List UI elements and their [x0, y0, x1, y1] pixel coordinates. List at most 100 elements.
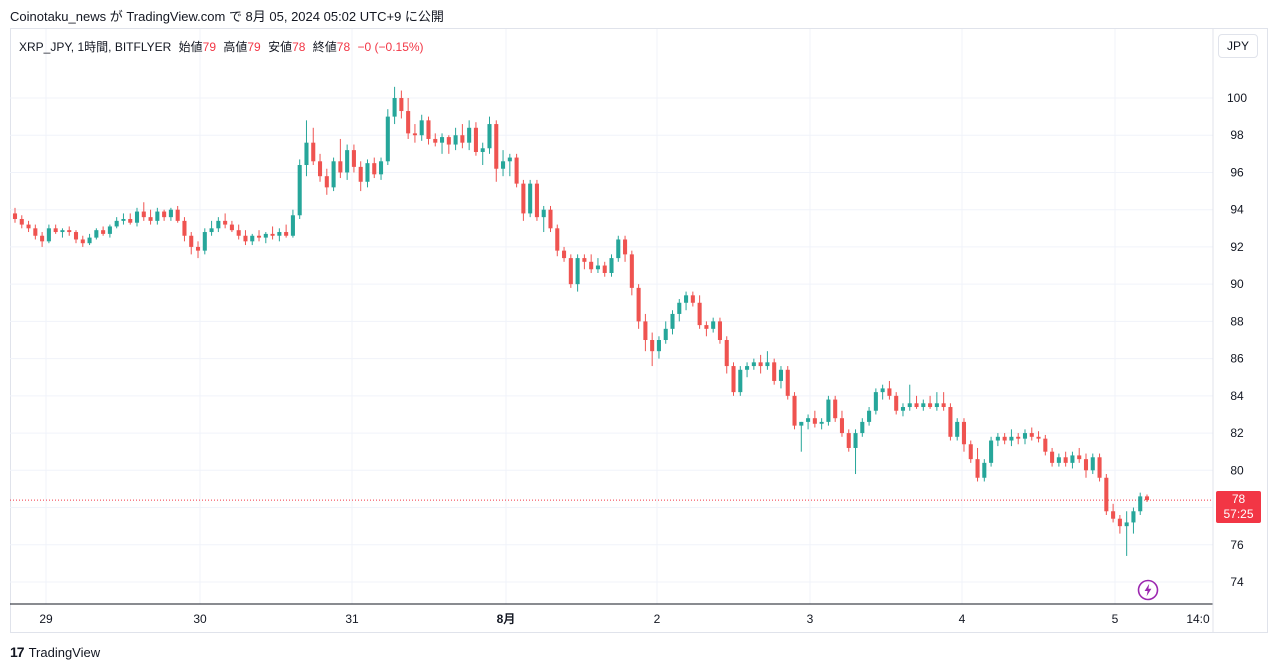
candle[interactable] [453, 127, 458, 151]
candle[interactable] [819, 418, 824, 430]
candle[interactable] [609, 254, 614, 277]
candle[interactable] [216, 217, 221, 233]
candle[interactable] [19, 215, 24, 229]
candle[interactable] [297, 159, 302, 219]
candle[interactable] [1090, 453, 1095, 475]
candle[interactable] [141, 202, 146, 221]
candle[interactable] [785, 366, 790, 400]
candle[interactable] [1009, 429, 1014, 447]
candle[interactable] [128, 213, 133, 225]
candle[interactable] [948, 403, 953, 441]
candle[interactable] [616, 235, 621, 262]
candle[interactable] [467, 120, 472, 151]
candle[interactable] [419, 114, 424, 141]
candle[interactable] [928, 395, 933, 409]
footer-brand[interactable]: TradingView [28, 644, 101, 660]
candle[interactable] [284, 224, 289, 238]
candle[interactable] [134, 207, 140, 227]
candle[interactable] [663, 321, 668, 344]
candle[interactable] [846, 429, 851, 452]
candle[interactable] [1002, 433, 1007, 445]
candle[interactable] [961, 418, 967, 452]
candle[interactable] [67, 226, 72, 236]
candle[interactable] [250, 233, 255, 246]
candle[interactable] [385, 109, 390, 166]
lightning-circle-icon[interactable] [1137, 579, 1159, 601]
candle[interactable] [101, 226, 106, 236]
candle[interactable] [263, 232, 268, 244]
candle[interactable] [1131, 507, 1136, 534]
candle[interactable] [345, 144, 350, 180]
candle[interactable] [406, 98, 411, 139]
candle[interactable] [155, 207, 160, 225]
candle[interactable] [433, 133, 438, 147]
candle[interactable] [589, 254, 594, 273]
candle[interactable] [94, 228, 99, 240]
candle[interactable] [1016, 433, 1021, 445]
candle[interactable] [548, 205, 553, 233]
candle[interactable] [270, 226, 275, 240]
candle[interactable] [792, 392, 797, 430]
candle[interactable] [555, 224, 560, 257]
candle[interactable] [934, 392, 939, 411]
candle[interactable] [812, 410, 817, 428]
candle[interactable] [670, 310, 675, 335]
candle[interactable] [731, 362, 736, 396]
candle[interactable] [494, 120, 499, 182]
candle[interactable] [751, 358, 756, 370]
candle[interactable] [290, 209, 295, 238]
candle[interactable] [229, 220, 234, 233]
candle[interactable] [324, 168, 329, 195]
candle[interactable] [1036, 431, 1041, 443]
candle[interactable] [568, 254, 573, 288]
candle[interactable] [365, 159, 370, 188]
candle[interactable] [1077, 447, 1082, 463]
candle[interactable] [87, 233, 92, 246]
candle[interactable] [440, 133, 445, 154]
candle[interactable] [887, 380, 892, 400]
candle[interactable] [724, 336, 729, 374]
currency-button[interactable]: JPY [1218, 34, 1258, 58]
candle[interactable] [914, 395, 919, 409]
chart-frame[interactable] [10, 28, 1268, 633]
candle[interactable] [46, 224, 51, 244]
candle[interactable] [60, 228, 65, 238]
candle[interactable] [487, 116, 492, 154]
candle[interactable] [40, 232, 45, 247]
candle[interactable] [114, 217, 119, 229]
candle[interactable] [833, 395, 838, 422]
candle[interactable] [717, 317, 722, 344]
candle[interactable] [446, 135, 451, 154]
candle[interactable] [1063, 451, 1068, 467]
candle[interactable] [1104, 474, 1109, 515]
candle[interactable] [860, 418, 865, 437]
candle[interactable] [799, 421, 804, 452]
candle[interactable] [528, 179, 533, 218]
candle[interactable] [656, 336, 661, 359]
candle[interactable] [711, 317, 716, 333]
candles[interactable] [12, 86, 1150, 556]
candle[interactable] [182, 217, 187, 242]
candle[interactable] [399, 90, 404, 119]
candle[interactable] [1050, 447, 1055, 467]
candle[interactable] [1111, 503, 1116, 523]
candle[interactable] [900, 403, 906, 417]
candle[interactable] [643, 313, 648, 352]
candle[interactable] [1022, 429, 1028, 445]
candle[interactable] [873, 388, 878, 415]
candle[interactable] [562, 246, 567, 262]
candle[interactable] [372, 157, 377, 179]
candle[interactable] [839, 410, 845, 437]
candle[interactable] [907, 384, 912, 411]
candle[interactable] [33, 224, 38, 240]
candle[interactable] [684, 291, 689, 311]
candle[interactable] [982, 459, 987, 482]
candle[interactable] [575, 254, 580, 292]
tradingview-logo-icon[interactable]: 17 [10, 644, 25, 660]
candle[interactable] [162, 209, 167, 221]
candle[interactable] [209, 220, 214, 236]
candle[interactable] [955, 418, 960, 441]
candle[interactable] [473, 122, 478, 156]
x-axis[interactable]: 29 30 31 8月 2 3 4 5 14:0 [39, 612, 1210, 626]
candle[interactable] [175, 205, 180, 223]
